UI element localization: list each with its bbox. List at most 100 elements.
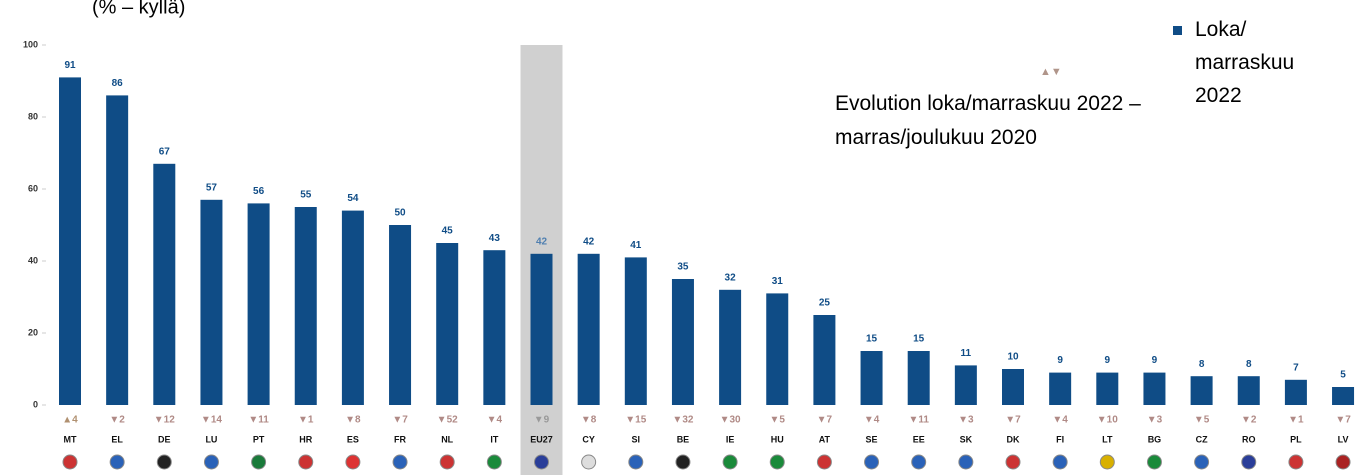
evolution-title: Evolution loka/marraskuu 2022 – marras/jo…	[835, 92, 1141, 149]
y-tick-label: 0	[33, 399, 38, 409]
x-tick-label: MT	[64, 434, 77, 444]
evolution-label: ▼4	[1052, 415, 1068, 426]
value-label: 67	[159, 146, 171, 157]
x-tick-label: PT	[253, 434, 265, 444]
bar	[860, 351, 883, 405]
flag	[439, 454, 455, 470]
flag	[1005, 454, 1021, 470]
flag	[62, 454, 78, 470]
x-tick-label: EE	[913, 434, 925, 444]
x-tick-label: HU	[771, 434, 784, 444]
value-label: 8	[1199, 359, 1205, 370]
legend-label: Loka/marraskuu 2022	[1195, 18, 1294, 107]
evolution-label: ▼11	[248, 415, 269, 426]
x-tick-label: AT	[819, 434, 831, 444]
x-tick-label: LV	[1338, 434, 1349, 444]
flag	[298, 454, 314, 470]
flag	[203, 454, 219, 470]
value-label: 15	[913, 334, 925, 345]
x-tick-label: FI	[1056, 434, 1064, 444]
evolution-label: ▼8	[581, 415, 597, 426]
x-tick-label: CY	[582, 434, 595, 444]
value-label: 41	[630, 240, 642, 251]
flag	[109, 454, 125, 470]
flag	[486, 454, 502, 470]
flag	[1241, 454, 1257, 470]
bar	[954, 365, 977, 405]
bar	[671, 279, 694, 405]
bar	[1284, 379, 1307, 405]
value-label: 57	[206, 182, 218, 193]
evolution-label: ▲4	[62, 415, 78, 426]
legend-swatch	[1173, 26, 1182, 35]
value-label: 42	[583, 236, 595, 247]
bar	[483, 250, 506, 405]
x-tick-label: SI	[632, 434, 641, 444]
bar	[1237, 376, 1260, 405]
y-tick-label: 80	[28, 111, 38, 121]
value-label: 15	[866, 334, 878, 345]
evolution-label: ▼2	[109, 415, 125, 426]
value-label: 7	[1293, 362, 1299, 373]
flag	[1288, 454, 1304, 470]
value-label: 31	[772, 276, 784, 287]
value-label: 56	[253, 186, 265, 197]
flag	[156, 454, 172, 470]
x-tick-label: SE	[866, 434, 878, 444]
value-label: 9	[1105, 355, 1111, 366]
x-tick-label: BG	[1148, 434, 1162, 444]
value-label: 8	[1246, 359, 1252, 370]
bar	[907, 351, 930, 405]
flag	[816, 454, 832, 470]
evolution-label: ▼32	[672, 415, 693, 426]
flag	[1335, 454, 1351, 470]
bar	[530, 253, 553, 405]
flag	[628, 454, 644, 470]
bar	[813, 315, 836, 405]
flag	[958, 454, 974, 470]
x-tick-label: FR	[394, 434, 406, 444]
value-label: 50	[394, 208, 406, 219]
flag	[864, 454, 880, 470]
x-tick-label: IT	[490, 434, 499, 444]
bar	[577, 253, 600, 405]
evolution-label: ▼9	[534, 415, 550, 426]
bar	[59, 77, 81, 406]
x-tick-label: LU	[205, 434, 217, 444]
flag	[1146, 454, 1162, 470]
bar	[106, 95, 129, 406]
flag	[769, 454, 785, 470]
x-tick-label: RO	[1242, 434, 1256, 444]
x-tick-label: LT	[1102, 434, 1113, 444]
flag	[1052, 454, 1068, 470]
value-label: 55	[300, 190, 312, 201]
x-tick-label: IE	[726, 434, 735, 444]
flag	[1194, 454, 1210, 470]
chart-title: (% – kyllä)	[92, 0, 185, 18]
evolution-label: ▼11	[908, 415, 929, 426]
flag	[722, 454, 738, 470]
evolution-label: ▼15	[625, 415, 646, 426]
bar	[389, 225, 412, 405]
evolution-symbol: ▲▼	[1040, 66, 1062, 78]
evolution-label: ▼7	[817, 415, 833, 426]
bar	[153, 163, 176, 405]
value-label: 25	[819, 298, 831, 309]
evolution-label: ▼10	[1097, 415, 1118, 426]
value-label: 43	[489, 233, 501, 244]
value-label: 86	[112, 78, 124, 89]
evolution-label: ▼5	[1194, 415, 1210, 426]
y-tick-label: 60	[28, 183, 38, 193]
x-tick-label: CZ	[1196, 434, 1208, 444]
bar	[341, 210, 364, 405]
flag	[345, 454, 361, 470]
value-label: 5	[1340, 370, 1346, 381]
evolution-label: ▼4	[487, 415, 503, 426]
evolution-label: ▼7	[1335, 415, 1351, 426]
flag	[581, 454, 597, 470]
y-tick-label: 100	[23, 39, 38, 49]
bar	[1143, 372, 1166, 405]
evolution-label: ▼7	[1005, 415, 1021, 426]
value-label: 9	[1057, 355, 1063, 366]
